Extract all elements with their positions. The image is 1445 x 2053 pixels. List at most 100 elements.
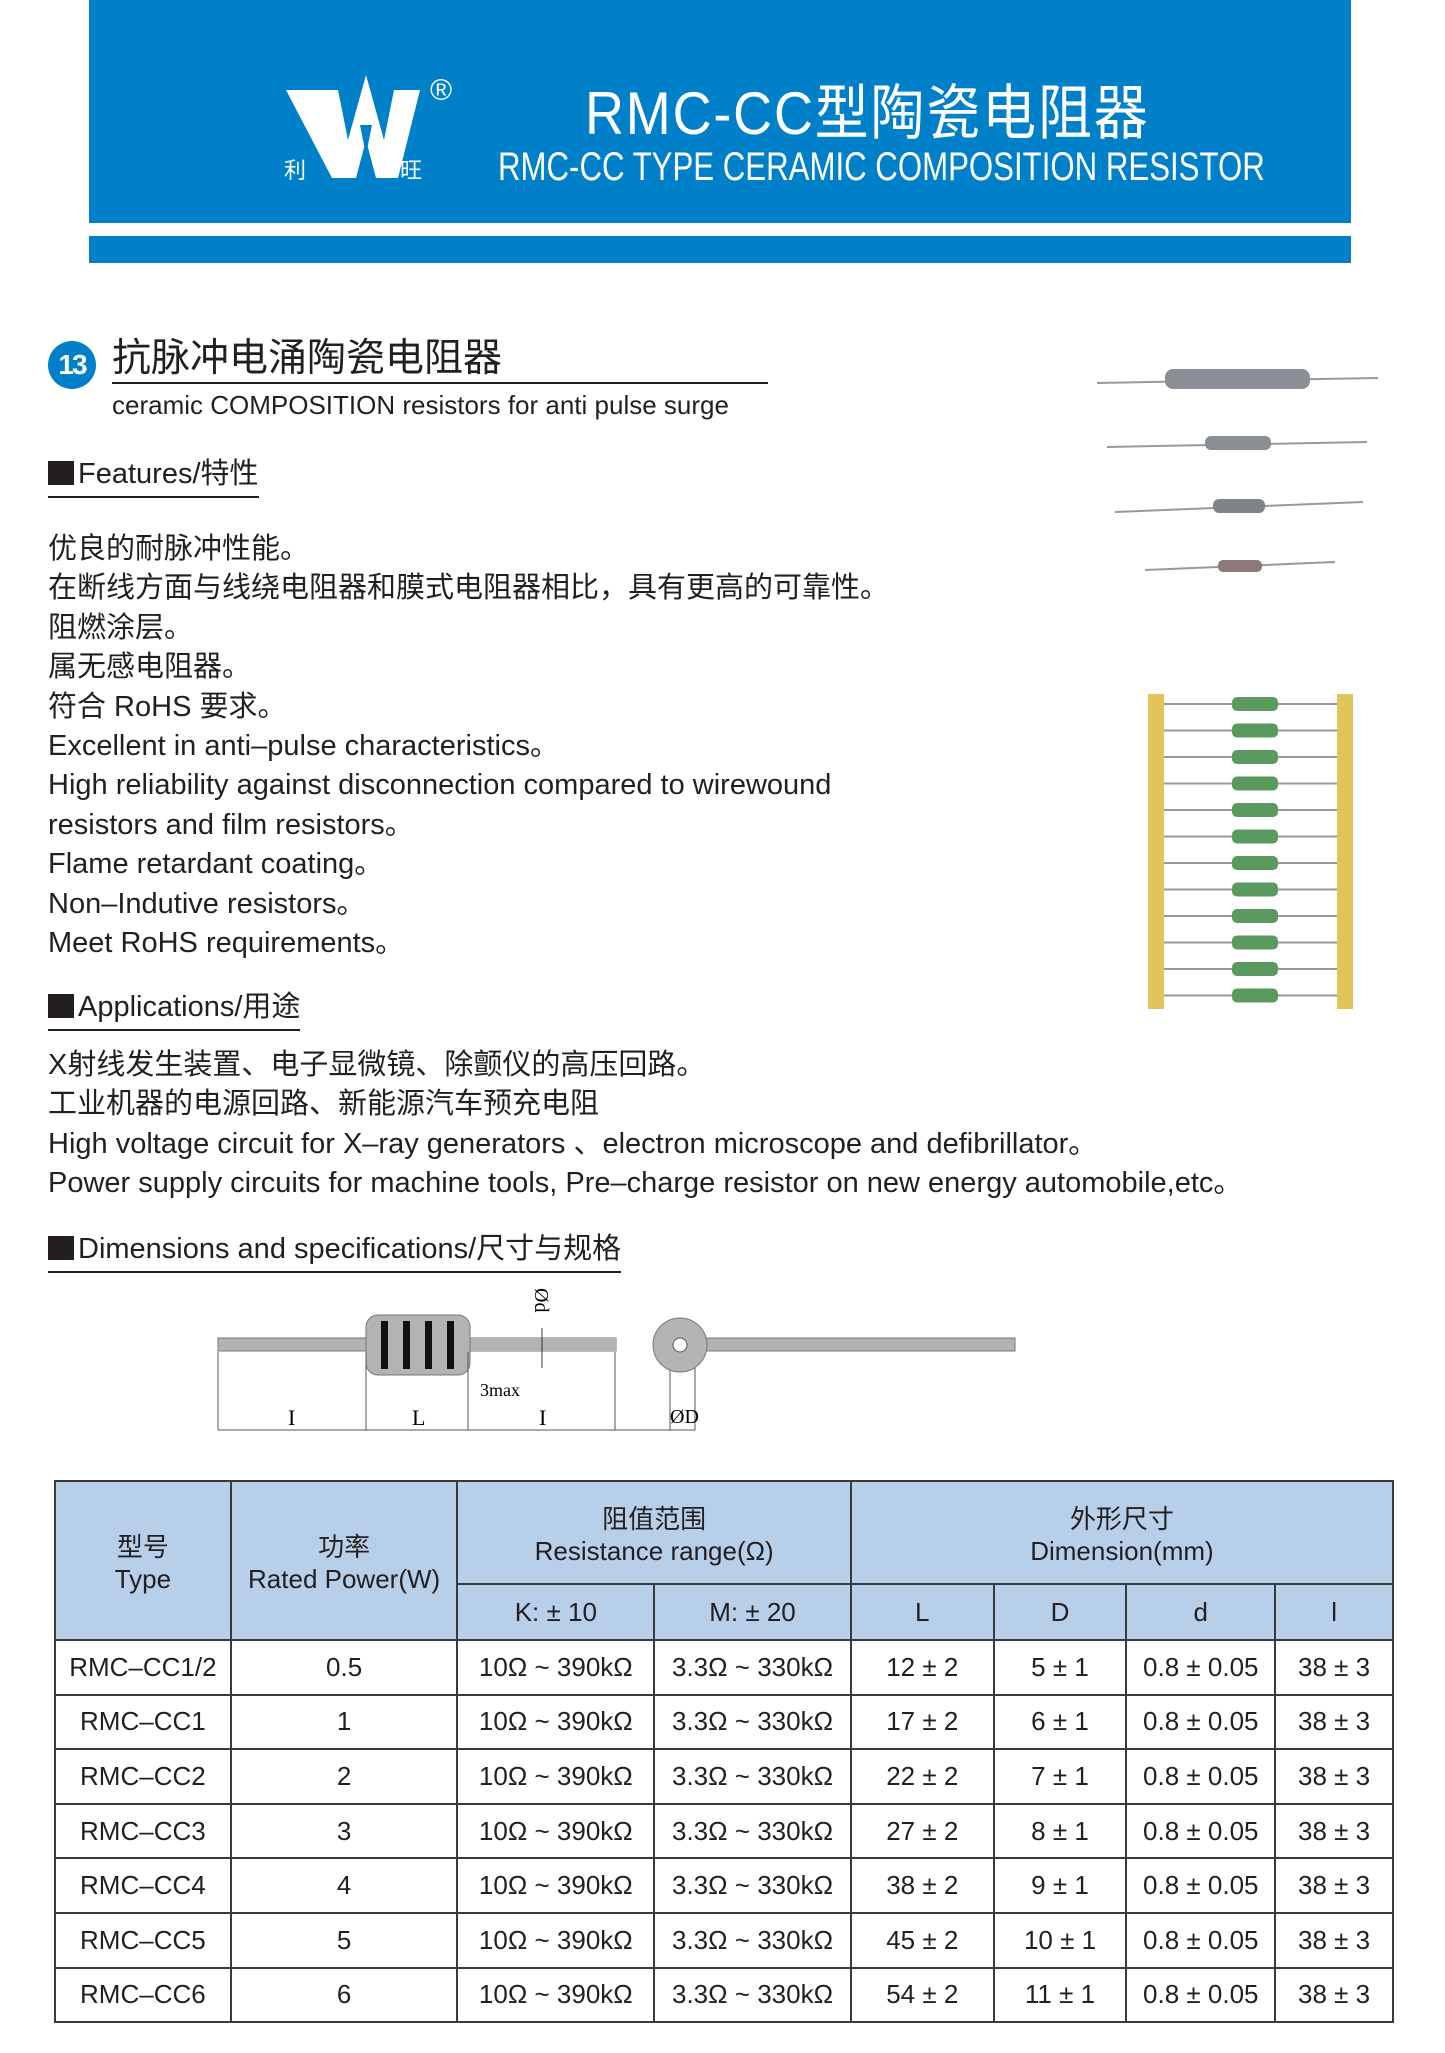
subheader: L — [849, 1583, 995, 1641]
table-cell: 7 ± 1 — [992, 1748, 1128, 1805]
table-cell: 3.3Ω ~ 330kΩ — [653, 1639, 852, 1696]
table-cell: 0.8 ± 0.05 — [1125, 1802, 1277, 1860]
subheader: K: ± 10 — [456, 1583, 656, 1641]
table-cell: 3.3Ω ~ 330kΩ — [653, 1693, 852, 1751]
table-cell: 10Ω ~ 390kΩ — [456, 1966, 656, 2024]
svg-text:利: 利 — [284, 158, 306, 183]
subheader: l — [1274, 1583, 1394, 1641]
features-heading: Features/特性 — [48, 450, 259, 498]
applications-heading: Applications/用途 — [48, 983, 301, 1031]
table-cell: RMC–CC1 — [54, 1693, 232, 1751]
table-cell: RMC–CC3 — [54, 1802, 232, 1860]
taped-resistor-body — [1232, 750, 1278, 764]
table-cell: 10Ω ~ 390kΩ — [456, 1639, 656, 1696]
feature-line: 优良的耐脉冲性能。 — [48, 533, 310, 565]
feature-line: Non–Indutive resistors。 — [48, 887, 366, 920]
resistor-photos — [1096, 369, 1379, 572]
taped-resistor-body — [1232, 909, 1278, 923]
header-power: 功率 Rated Power(W) — [229, 1480, 459, 1641]
features-list: 优良的耐脉冲性能。 在断线方面与线绕电阻器和膜式电阻器相比，具有更高的可靠性。 … — [48, 530, 889, 963]
svg-text:ØD: ØD — [670, 1406, 699, 1428]
table-cell: 45 ± 2 — [849, 1911, 995, 1969]
table-cell: 22 ± 2 — [849, 1748, 995, 1805]
table-cell: 3.3Ω ~ 330kΩ — [653, 1911, 852, 1969]
table-cell: 5 — [229, 1911, 459, 1969]
feature-line: 符合 RoHS 要求。 — [48, 690, 287, 723]
taped-resistor-body — [1232, 882, 1278, 897]
table-cell: 10Ω ~ 390kΩ — [456, 1802, 656, 1860]
svg-text:旺: 旺 — [400, 158, 422, 183]
header-resistance: 阻值范围 Resistance range(Ω) — [456, 1480, 852, 1585]
subheader: d — [1125, 1583, 1277, 1641]
feature-line: Excellent in anti–pulse characteristics。 — [48, 730, 559, 763]
feature-line: 属无感电阻器。 — [48, 651, 252, 684]
title-chinese: RMC-CC型陶瓷电阻器 — [585, 80, 1150, 147]
applications-list: X射线发生装置、电子显微镜、除颤仪的高压回路。 工业机器的电源回路、新能源汽车预… — [48, 1046, 1242, 1204]
svg-text:Ød: Ød — [530, 1288, 552, 1312]
table-cell: 3.3Ω ~ 330kΩ — [653, 1748, 852, 1805]
table-cell: 3.3Ω ~ 330kΩ — [653, 1802, 852, 1860]
feature-line: Flame retardant coating。 — [48, 848, 384, 881]
header-type: 型号 Type — [54, 1480, 232, 1641]
feature-line: 阻燃涂层。 — [48, 611, 194, 644]
section-number-badge: 13 — [48, 341, 96, 389]
table-cell: 38 ± 3 — [1274, 1693, 1394, 1751]
table-cell: 3.3Ω ~ 330kΩ — [653, 1857, 852, 1914]
table-cell: 0.8 ± 0.05 — [1125, 1966, 1277, 2024]
table-row: RMC–CC6 6 10Ω ~ 390kΩ 3.3Ω ~ 330kΩ 54 ± 2 11 … — [54, 1966, 1394, 2024]
table-cell: RMC–CC2 — [54, 1748, 232, 1805]
subheader: D — [992, 1583, 1128, 1641]
section-title-cn: 抗脉冲电涌陶瓷电阻器 — [112, 337, 503, 380]
header-dimension: 外形尺寸 Dimension(mm) — [849, 1480, 1395, 1585]
table-cell: 10Ω ~ 390kΩ — [456, 1857, 656, 1914]
taped-resistors-photo — [1148, 694, 1353, 1009]
taped-resistor-body — [1232, 697, 1278, 711]
table-cell: 9 ± 1 — [992, 1857, 1128, 1914]
table-cell: 4 — [229, 1857, 459, 1914]
feature-line: High reliability against disconnection c… — [48, 769, 832, 802]
application-line: High voltage circuit for X–ray generator… — [48, 1127, 1098, 1160]
header-stripe — [89, 236, 1351, 263]
table-cell: 0.8 ± 0.05 — [1125, 1857, 1277, 1914]
application-line: Power supply circuits for machine tools,… — [48, 1167, 1243, 1200]
table-cell: 10 ± 1 — [992, 1911, 1128, 1969]
table-cell: 17 ± 2 — [849, 1693, 995, 1751]
taped-resistor-body — [1232, 935, 1278, 950]
taped-resistor-body — [1232, 803, 1278, 817]
taped-resistor-body — [1232, 723, 1278, 738]
table-cell: 54 ± 2 — [849, 1966, 995, 2024]
company-logo: 利 旺 ® — [284, 74, 452, 183]
table-cell: 3.3Ω ~ 330kΩ — [653, 1966, 852, 2024]
taped-resistor-body — [1232, 988, 1278, 1003]
section-title-en: ceramic COMPOSITION resistors for anti p… — [112, 390, 729, 420]
taped-resistor-body — [1232, 962, 1278, 976]
table-row: RMC–CC5 5 10Ω ~ 390kΩ 3.3Ω ~ 330kΩ 45 ± 2 10 … — [54, 1911, 1394, 1969]
divider — [112, 382, 768, 384]
table-row: RMC–CC1/2 0.5 10Ω ~ 390kΩ 3.3Ω ~ 330kΩ 12 ± … — [54, 1639, 1394, 1696]
table-cell: 0.8 ± 0.05 — [1125, 1639, 1277, 1696]
application-line: X射线发生装置、电子显微镜、除颤仪的高压回路。 — [48, 1049, 706, 1081]
table-cell: 3 — [229, 1802, 459, 1860]
taped-resistor-body — [1232, 829, 1278, 844]
table-cell: 8 ± 1 — [992, 1802, 1128, 1860]
svg-text:3max: 3max — [480, 1380, 520, 1400]
table-cell: 6 ± 1 — [992, 1693, 1128, 1751]
table-cell: 38 ± 3 — [1274, 1748, 1394, 1805]
table-cell: 0.8 ± 0.05 — [1125, 1693, 1277, 1751]
table-cell: 0.8 ± 0.05 — [1125, 1748, 1277, 1805]
svg-text:L: L — [412, 1405, 425, 1430]
table-cell: 0.5 — [229, 1639, 459, 1696]
table-cell: 10Ω ~ 390kΩ — [456, 1911, 656, 1969]
table-cell: 27 ± 2 — [849, 1802, 995, 1860]
table-cell: 12 ± 2 — [849, 1639, 995, 1696]
table-cell: 38 ± 2 — [849, 1857, 995, 1914]
svg-text:®: ® — [430, 74, 452, 107]
table-cell: 10Ω ~ 390kΩ — [456, 1693, 656, 1751]
dimension-diagram: I L I 3max ØD Ød — [217, 1288, 1016, 1431]
feature-line: 在断线方面与线绕电阻器和膜式电阻器相比，具有更高的可靠性。 — [48, 572, 890, 605]
table-cell: 1 — [229, 1693, 459, 1751]
feature-line: resistors and film resistors。 — [48, 808, 414, 841]
application-line: 工业机器的电源回路、新能源汽车预充电阻 — [48, 1088, 600, 1121]
